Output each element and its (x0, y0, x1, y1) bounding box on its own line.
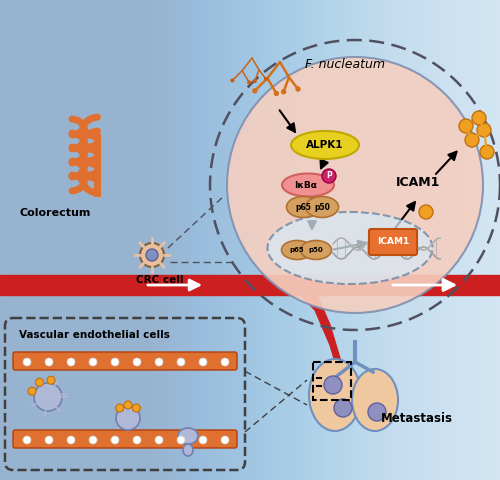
Circle shape (23, 436, 31, 444)
Circle shape (132, 404, 140, 412)
Circle shape (67, 358, 75, 366)
Text: p50: p50 (314, 203, 330, 212)
Circle shape (230, 78, 234, 83)
Circle shape (124, 401, 132, 409)
Circle shape (140, 243, 164, 267)
Text: p50: p50 (308, 247, 324, 253)
Circle shape (23, 358, 31, 366)
Polygon shape (300, 275, 348, 425)
Circle shape (89, 358, 97, 366)
Circle shape (419, 205, 433, 219)
Circle shape (472, 111, 486, 125)
Circle shape (155, 436, 163, 444)
Ellipse shape (352, 369, 398, 431)
Circle shape (36, 378, 44, 386)
Circle shape (247, 80, 252, 84)
Circle shape (155, 358, 163, 366)
Text: IκBα: IκBα (294, 180, 318, 190)
FancyBboxPatch shape (13, 352, 237, 370)
Text: ALPK1: ALPK1 (306, 140, 344, 150)
Ellipse shape (300, 240, 332, 260)
Circle shape (116, 404, 124, 412)
Text: P: P (326, 171, 332, 180)
Text: F. nucleatum: F. nucleatum (305, 59, 385, 72)
Circle shape (459, 119, 473, 133)
Circle shape (264, 77, 268, 81)
Text: Colorectum: Colorectum (20, 208, 90, 218)
Circle shape (111, 436, 119, 444)
Circle shape (252, 79, 257, 83)
Circle shape (45, 436, 53, 444)
Circle shape (45, 358, 53, 366)
Circle shape (281, 89, 286, 95)
Ellipse shape (178, 428, 198, 444)
Circle shape (199, 358, 207, 366)
Text: Metastasis: Metastasis (381, 411, 453, 424)
Circle shape (296, 86, 300, 92)
Circle shape (252, 88, 258, 94)
Circle shape (480, 145, 494, 159)
FancyBboxPatch shape (13, 430, 237, 448)
Circle shape (324, 376, 342, 394)
Ellipse shape (282, 240, 312, 260)
Circle shape (368, 403, 386, 421)
Circle shape (28, 387, 36, 395)
Circle shape (111, 358, 119, 366)
Ellipse shape (183, 444, 193, 456)
Ellipse shape (291, 131, 359, 159)
Circle shape (89, 436, 97, 444)
Circle shape (177, 358, 185, 366)
Circle shape (133, 436, 141, 444)
Circle shape (199, 436, 207, 444)
Ellipse shape (306, 196, 338, 217)
Ellipse shape (286, 196, 320, 217)
Circle shape (116, 406, 140, 430)
Circle shape (67, 436, 75, 444)
Text: p65: p65 (290, 247, 304, 253)
Circle shape (227, 57, 483, 313)
Ellipse shape (282, 173, 334, 196)
Text: Vascular endothelial cells: Vascular endothelial cells (19, 330, 170, 340)
Text: ICAM1: ICAM1 (396, 177, 440, 190)
Circle shape (146, 249, 158, 261)
Circle shape (133, 358, 141, 366)
Ellipse shape (268, 212, 432, 284)
Circle shape (465, 133, 479, 147)
Text: p65: p65 (295, 203, 311, 212)
Ellipse shape (309, 359, 361, 431)
Text: ICAM1: ICAM1 (377, 238, 409, 247)
Circle shape (177, 436, 185, 444)
FancyBboxPatch shape (369, 229, 417, 255)
Circle shape (221, 436, 229, 444)
Circle shape (34, 383, 62, 411)
Circle shape (334, 399, 352, 417)
Circle shape (221, 358, 229, 366)
Circle shape (322, 169, 336, 183)
Circle shape (47, 376, 55, 384)
Circle shape (274, 91, 279, 96)
Text: CRC cell: CRC cell (136, 275, 184, 285)
Circle shape (477, 123, 491, 137)
